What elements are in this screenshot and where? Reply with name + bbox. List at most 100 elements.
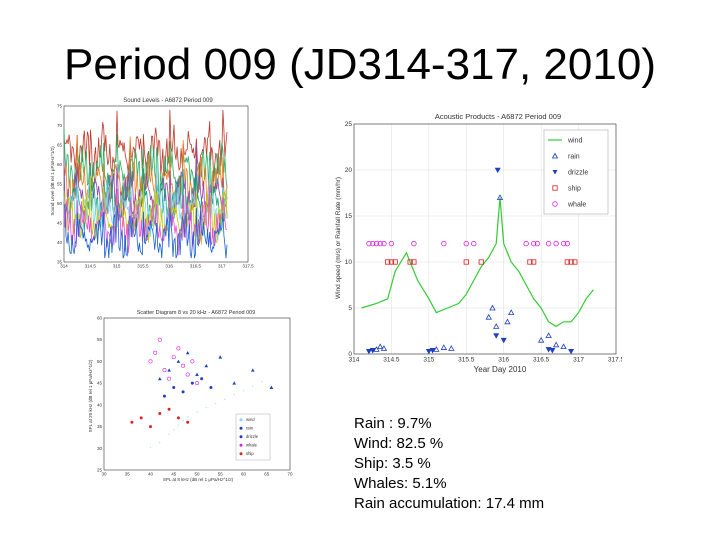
sound-axes-frame — [63, 105, 249, 263]
ship-point — [411, 259, 417, 265]
rain-point — [560, 343, 567, 350]
whale-point — [167, 376, 172, 381]
x-tick-label: 315 — [423, 357, 434, 364]
whale-point — [373, 240, 380, 247]
legend-swatch — [239, 418, 243, 422]
sound-series-line — [63, 186, 228, 256]
y-tick-label: 75 — [57, 104, 63, 109]
legend-label: drizzle — [568, 170, 588, 177]
x-tick-label: 314 — [349, 357, 360, 364]
whale-point — [530, 240, 537, 247]
rain-point — [448, 345, 455, 351]
y-tick-label: 60 — [57, 162, 63, 167]
x-tick-label: 314.5 — [85, 264, 97, 269]
rain-point — [373, 346, 380, 352]
x-tick-label: 30 — [101, 472, 107, 477]
ship-point — [478, 259, 484, 265]
sound-series-line — [63, 109, 228, 183]
y-tick-label: 50 — [97, 359, 103, 364]
whale-point — [157, 337, 162, 342]
drizzle-point — [429, 348, 436, 354]
wind-point: + — [182, 418, 185, 423]
y-tick-label: 15 — [345, 213, 353, 220]
drizzle-point — [172, 385, 176, 389]
wind-point: + — [205, 405, 208, 410]
legend-swatch — [239, 435, 243, 439]
x-tick-label: 65 — [264, 472, 270, 477]
y-tick-label: 35 — [97, 424, 103, 429]
rain-point — [489, 304, 496, 311]
y-tick-label: 45 — [97, 381, 103, 386]
legend-swatch — [239, 443, 243, 447]
x-tick-label: 70 — [287, 472, 293, 477]
legend-label: ship — [246, 451, 254, 456]
wind-point: + — [159, 440, 162, 445]
x-tick-label: 40 — [148, 472, 154, 477]
wind-point: + — [242, 388, 245, 393]
legend-label: drizzle — [246, 434, 259, 439]
legend-label: whale — [567, 202, 586, 209]
chart-title: Scatter Diagram 8 vs 20 kHz - A6872 Peri… — [137, 310, 256, 316]
ship-point — [388, 259, 395, 265]
x-tick-label: 314 — [60, 264, 68, 269]
wind-point: + — [149, 444, 152, 449]
whale-point — [564, 240, 571, 247]
drizzle-point — [494, 167, 501, 174]
x-tick-label: 45 — [171, 472, 177, 477]
legend-label: wind — [567, 138, 583, 145]
wind-point: + — [168, 431, 171, 436]
x-tick-label: 316 — [498, 357, 509, 364]
x-tick-label: 315.5 — [458, 357, 475, 364]
sound-levels-chart: Sound Levels - A6872 Period 009 314 314.5… — [50, 98, 254, 269]
ship-point — [130, 420, 134, 424]
stats-panel: Rain : 9.7% Wind: 82.5 % Ship: 3.5 % Wha… — [354, 414, 544, 514]
whale-point — [190, 359, 195, 364]
rain-point — [167, 368, 171, 372]
whale-point — [148, 359, 153, 364]
chart-title: Sound Levels - A6872 Period 009 — [123, 98, 213, 104]
rain-point — [204, 363, 209, 368]
drizzle-point — [568, 348, 575, 355]
x-tick-label: 316.5 — [190, 264, 202, 269]
ship-point — [186, 420, 190, 424]
y-tick-label: 40 — [57, 240, 63, 245]
scatter-diagram-chart: Scatter Diagram 8 vs 20 kHz - A6872 Peri… — [88, 310, 293, 482]
wind-point: + — [187, 414, 190, 419]
y-tick-label: 70 — [57, 123, 63, 128]
slide-title: Period 009 (JD314-317, 2010) — [64, 40, 656, 89]
drizzle-point — [190, 381, 194, 385]
x-tick-label: 314.5 — [383, 357, 400, 364]
drizzle-point — [162, 394, 166, 398]
x-tick-label: 317 — [218, 264, 226, 269]
ship-point — [568, 259, 574, 265]
chart-title: Acoustic Products - A6872 Period 009 — [435, 112, 561, 121]
legend-whale-swatch — [552, 201, 558, 207]
rain-point — [251, 368, 255, 372]
y-tick-label: 55 — [57, 182, 63, 187]
ship-point — [385, 259, 391, 265]
legend-swatch — [239, 426, 243, 430]
ship-point — [407, 259, 413, 265]
wind-point: + — [233, 392, 236, 397]
ship-point — [531, 259, 537, 265]
legend-swatch — [239, 452, 243, 456]
whale-point — [545, 240, 552, 247]
x-tick-label: 35 — [125, 472, 131, 477]
rain-point — [545, 332, 552, 338]
drizzle-point — [181, 390, 185, 394]
whale-point — [553, 240, 559, 247]
drizzle-point — [200, 377, 204, 381]
whale-point — [185, 372, 190, 377]
wind-series-line — [361, 197, 594, 328]
rain-point — [269, 385, 274, 389]
y-tick-label: 55 — [97, 337, 103, 342]
wind-point: + — [177, 423, 180, 428]
whale-point — [377, 240, 383, 247]
drizzle-point — [549, 348, 556, 354]
ship-point — [149, 425, 152, 429]
rain-point — [504, 318, 511, 325]
drizzle-point — [369, 348, 376, 354]
drizzle-point — [209, 385, 213, 389]
rain-point — [232, 381, 236, 385]
chart-xlabel: Year Day 2010 — [474, 365, 527, 374]
